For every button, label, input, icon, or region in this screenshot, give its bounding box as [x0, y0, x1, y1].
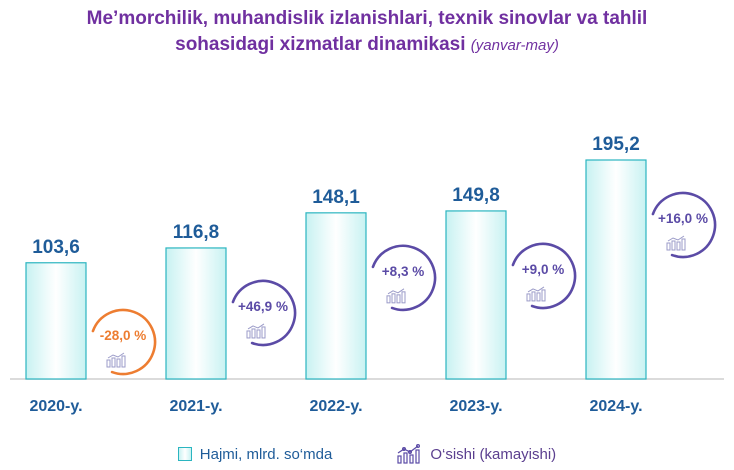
growth-label-4: +16,0 % — [658, 211, 708, 226]
value-label-1: 116,8 — [173, 222, 220, 243]
growth-label-2: +8,3 % — [382, 264, 424, 279]
growth-label-3: +9,0 % — [522, 262, 564, 277]
growth-icon-0 — [106, 352, 126, 368]
legend-swatch-bar — [177, 447, 192, 461]
category-label-3: 2023-y. — [449, 398, 502, 415]
growth-ring-3 — [511, 242, 577, 310]
category-label-4: 2024-y. — [589, 398, 642, 415]
chart-title: Me’morchilik, muhandislik izlanishlari, … — [0, 6, 734, 59]
category-label-2: 2022-y. — [309, 398, 362, 415]
value-label-0: 103,6 — [32, 237, 80, 258]
legend-label-volume: Hajmi, mlrd. so‘mda — [199, 445, 333, 463]
title-line-1: Me’morchilik, muhandislik izlanishlari, … — [86, 8, 648, 29]
value-label-3: 149,8 — [452, 185, 500, 206]
bar-3 — [445, 210, 507, 380]
growth-ring-4 — [651, 191, 717, 259]
growth-icon-1 — [246, 323, 266, 339]
category-label-0: 2020-y. — [29, 398, 82, 415]
growth-label-0: -28,0 % — [100, 328, 147, 343]
category-label-1: 2021-y. — [169, 398, 222, 415]
title-line-2: sohasidagi xizmatlar dinamikasi (yanvar-… — [0, 32, 734, 59]
bar-4 — [585, 159, 647, 380]
bar-0 — [25, 262, 87, 380]
growth-chart-icon — [397, 444, 421, 464]
legend-label-growth: O‘sishi (kamayishi) — [430, 445, 557, 463]
growth-icon-3 — [526, 286, 546, 302]
bar-2 — [305, 212, 367, 380]
growth-label-1: +46,9 % — [238, 299, 288, 314]
legend-item-volume: Hajmi, mlrd. so‘mda — [177, 445, 333, 463]
value-label-4: 195,2 — [592, 134, 640, 155]
growth-ring-1 — [231, 279, 297, 347]
growth-ring-0 — [91, 308, 157, 376]
growth-ring-2 — [371, 244, 437, 312]
title-line-2-text: sohasidagi xizmatlar dinamikasi — [175, 34, 466, 55]
title-period: (yanvar-may) — [470, 37, 559, 54]
legend: Hajmi, mlrd. so‘mda O‘sishi (kamayishi) — [0, 442, 734, 466]
bar-1 — [165, 247, 227, 380]
growth-icon-2 — [386, 288, 406, 304]
legend-item-growth: O‘sishi (kamayishi) — [396, 444, 556, 464]
growth-icon-4 — [666, 235, 686, 251]
value-label-2: 148,1 — [312, 187, 360, 208]
